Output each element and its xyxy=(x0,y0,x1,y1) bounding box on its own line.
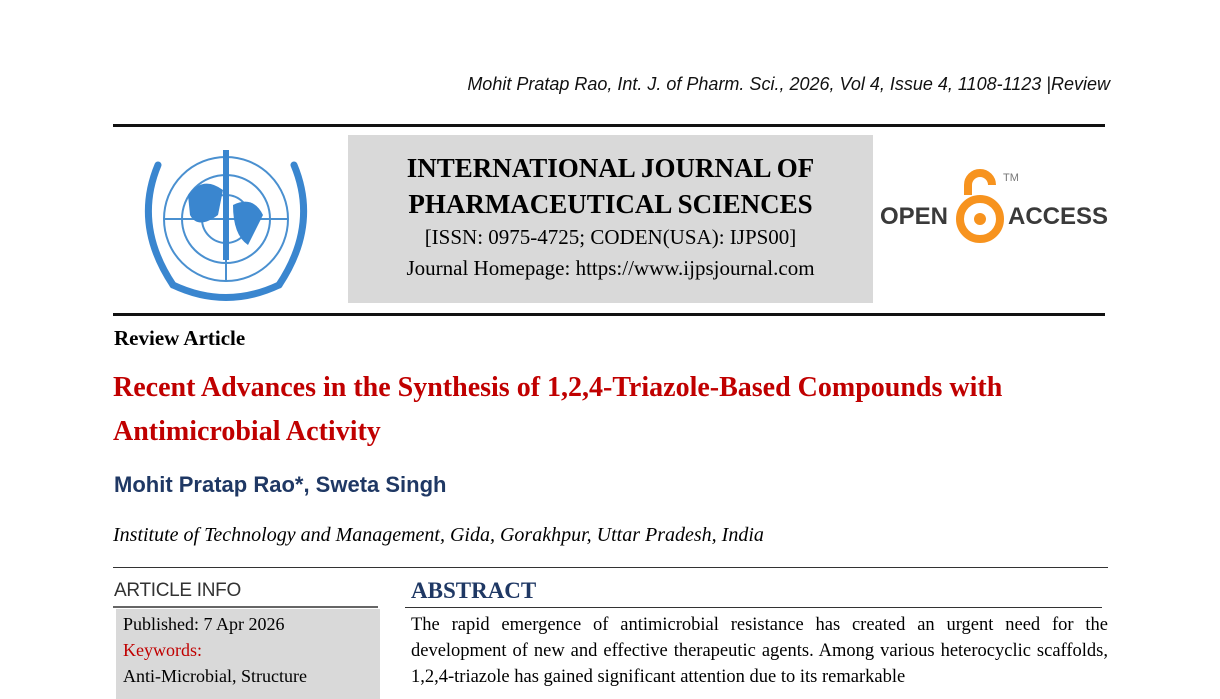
abstract-text: The rapid emergence of antimicrobial res… xyxy=(411,615,1108,687)
open-access-right-text: ACCESS xyxy=(1008,203,1108,230)
published-date: Published: 7 Apr 2026 xyxy=(123,614,285,634)
keywords-list: Anti-Microbial, Structure xyxy=(123,666,307,686)
open-access-left-text: OPEN xyxy=(880,203,948,230)
section-divider xyxy=(113,567,1108,568)
journal-issn: [ISSN: 0975-4725; CODEN(USA): IJPS00] xyxy=(424,225,797,249)
open-lock-icon xyxy=(956,169,1004,243)
journal-title-line1: INTERNATIONAL JOURNAL OF xyxy=(406,153,815,183)
article-info-heading: ARTICLE INFO xyxy=(114,580,241,601)
open-access-logo: OPEN TM ACCESS xyxy=(880,169,1108,243)
article-info-rule xyxy=(113,606,378,608)
journal-info-box: INTERNATIONAL JOURNAL OF PHARMACEUTICAL … xyxy=(348,135,873,303)
article-affiliation: Institute of Technology and Management, … xyxy=(113,524,764,546)
article-info-box: Published: 7 Apr 2026 Keywords: Anti-Mic… xyxy=(116,609,380,699)
article-title: Recent Advances in the Synthesis of 1,2,… xyxy=(113,372,1003,447)
abstract-heading: ABSTRACT xyxy=(411,578,537,603)
abstract-rule xyxy=(405,607,1102,608)
journal-homepage[interactable]: Journal Homepage: https://www.ijpsjourna… xyxy=(406,256,815,280)
header-bottom-rule xyxy=(113,313,1105,316)
journal-title-line2: PHARMACEUTICAL SCIENCES xyxy=(408,189,813,219)
trademark: TM xyxy=(1003,172,1019,184)
top-rule xyxy=(113,124,1105,127)
keywords-label: Keywords: xyxy=(123,640,202,660)
article-authors: Mohit Pratap Rao*, Sweta Singh xyxy=(114,472,447,497)
citation-header: Mohit Pratap Rao, Int. J. of Pharm. Sci.… xyxy=(467,74,1110,94)
un-emblem-logo-icon xyxy=(144,150,308,301)
article-type: Review Article xyxy=(114,326,246,350)
